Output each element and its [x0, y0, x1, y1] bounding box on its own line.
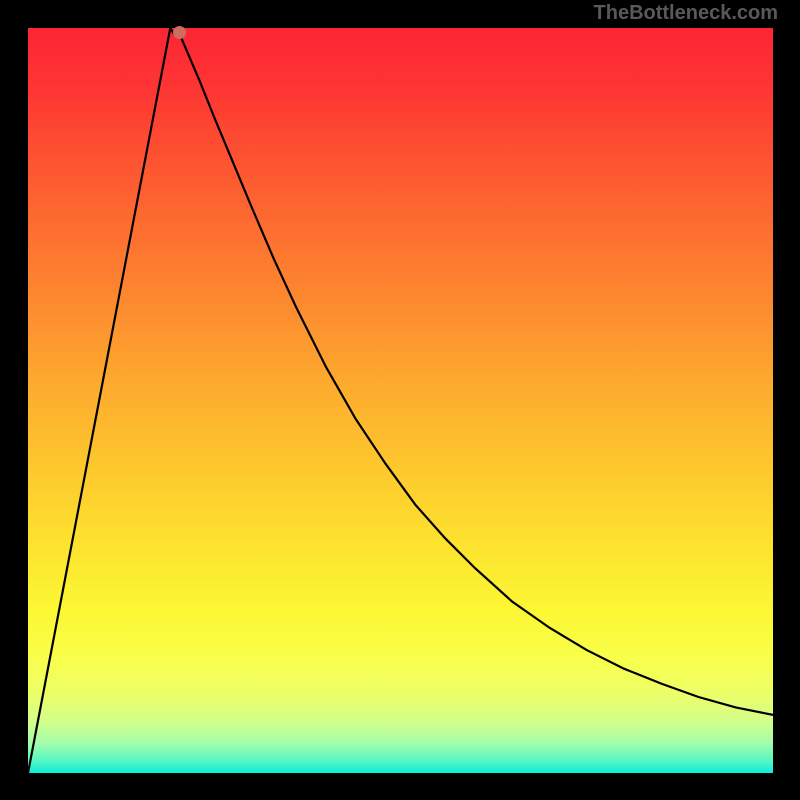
minimum-marker [173, 26, 186, 39]
watermark-text: TheBottleneck.com [594, 2, 778, 25]
gradient-background [28, 28, 773, 773]
chart-container: TheBottleneck.com [0, 0, 800, 800]
plot-svg [28, 28, 773, 773]
plot-area [28, 28, 773, 773]
